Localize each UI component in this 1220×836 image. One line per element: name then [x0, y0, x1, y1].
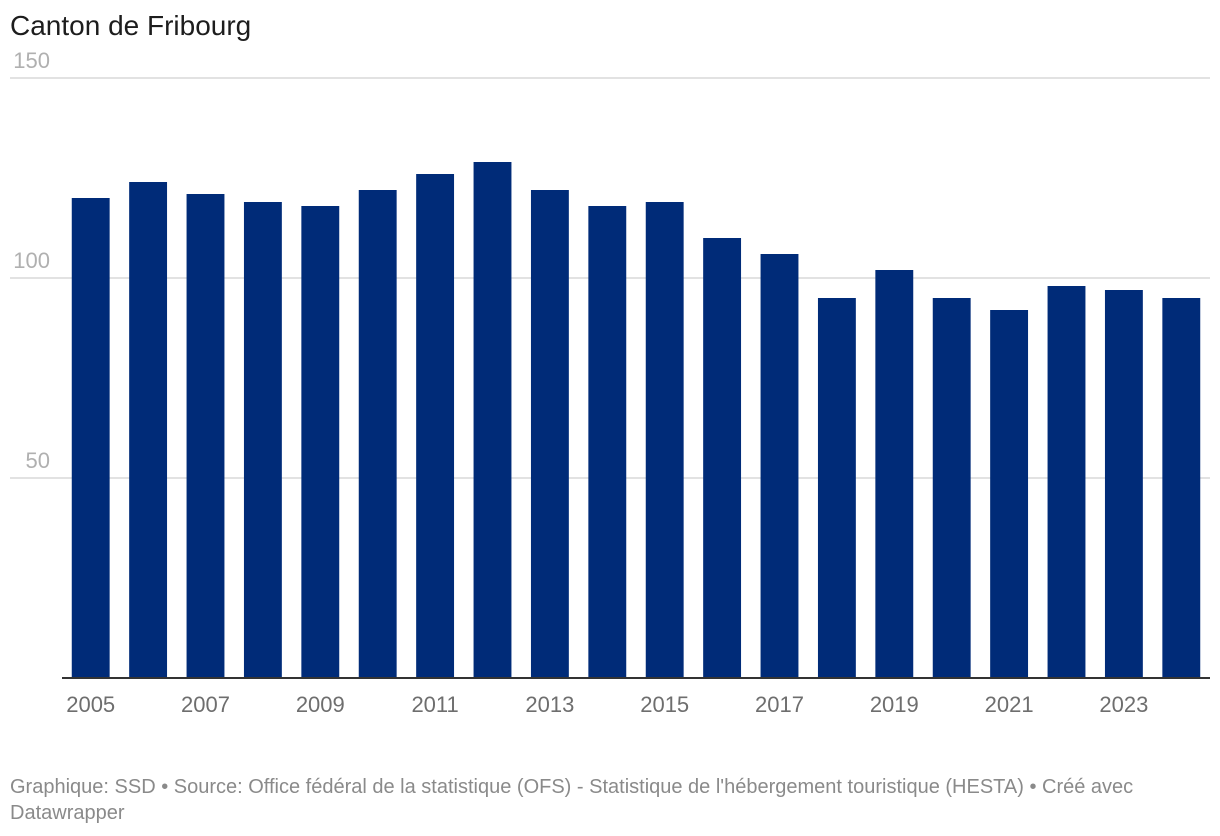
- bar-2023: [1104, 290, 1143, 678]
- x-tick-label: 2015: [640, 692, 689, 717]
- y-axis-ticks: 150 100 50: [13, 48, 50, 473]
- bar-2016: [703, 238, 742, 678]
- bar-2012: [473, 162, 512, 678]
- x-tick-label: 2007: [181, 692, 230, 717]
- bar-2013: [530, 190, 569, 678]
- x-tick-label: 2013: [525, 692, 574, 717]
- x-tick-label: 2017: [755, 692, 804, 717]
- bar-2019: [875, 270, 914, 678]
- bar-2009: [301, 206, 340, 678]
- x-axis-ticks: 2005 2007 2009 2011 2013 2015 2017 2019 2021 2023: [66, 692, 1148, 717]
- bar-2010: [358, 190, 397, 678]
- chart-title: Canton de Fribourg: [10, 10, 252, 41]
- bars: [71, 162, 1201, 678]
- x-tick-label: 2021: [985, 692, 1034, 717]
- bar-2022: [1047, 286, 1086, 678]
- y-tick-label: 150: [13, 48, 50, 73]
- bar-2017: [760, 254, 799, 678]
- bar-2015: [645, 202, 684, 678]
- x-tick-label: 2009: [296, 692, 345, 717]
- bar-2020: [932, 298, 971, 678]
- x-tick-label: 2023: [1099, 692, 1148, 717]
- x-tick-label: 2005: [66, 692, 115, 717]
- footer-credits: Graphique: SSD • Source: Office fédéral …: [10, 776, 1134, 824]
- x-tick-label: 2019: [870, 692, 919, 717]
- bar-2007: [186, 194, 225, 678]
- bar-2008: [243, 202, 282, 678]
- bar-2006: [129, 182, 168, 678]
- y-tick-label: 100: [13, 248, 50, 273]
- bar-2018: [817, 298, 856, 678]
- bar-2005: [71, 198, 110, 678]
- y-tick-label: 50: [26, 448, 50, 473]
- bar-2011: [416, 174, 455, 678]
- bar-2021: [990, 310, 1029, 678]
- x-tick-label: 2011: [411, 692, 458, 717]
- bar-2014: [588, 206, 627, 678]
- bar-chart: 150 100 50 2005 2007 2009 2011 2013 2015 2017 201…: [10, 48, 1210, 717]
- bar-2024: [1162, 298, 1201, 678]
